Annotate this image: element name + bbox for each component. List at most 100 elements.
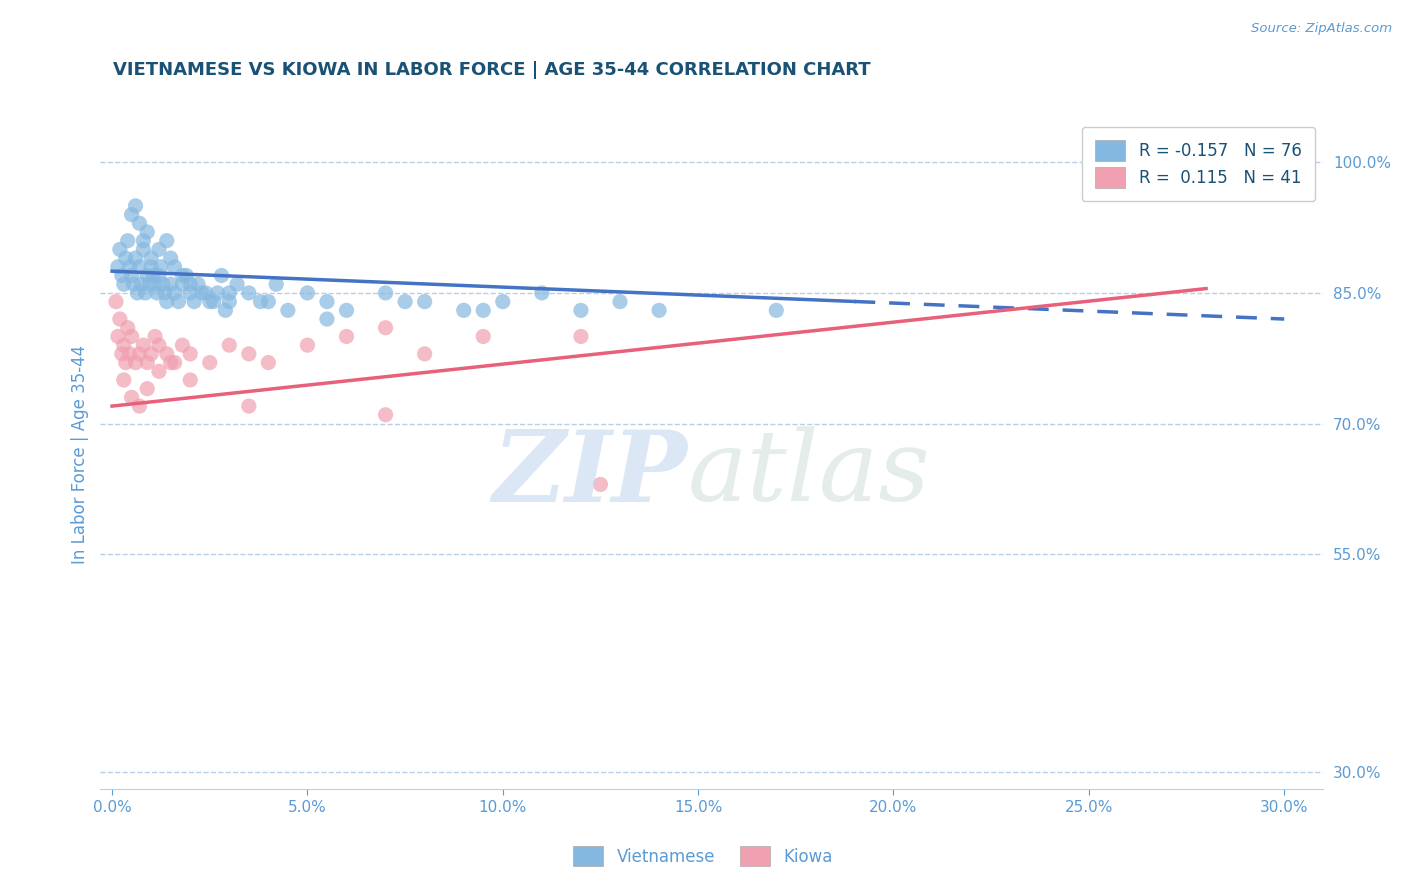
Point xyxy=(257,355,280,369)
Point xyxy=(374,320,396,334)
Point xyxy=(156,347,179,361)
Point xyxy=(146,285,169,300)
Point xyxy=(111,347,134,361)
Point xyxy=(211,268,233,283)
Point xyxy=(172,268,194,283)
Point xyxy=(297,338,319,352)
Point xyxy=(139,347,162,361)
Point xyxy=(143,277,166,292)
Point xyxy=(374,408,396,422)
Point xyxy=(136,382,159,396)
Point xyxy=(107,260,129,274)
Point xyxy=(136,355,159,369)
Point xyxy=(156,234,179,248)
Text: ZIP: ZIP xyxy=(492,425,688,523)
Point xyxy=(413,347,436,361)
Point xyxy=(114,355,136,369)
Point xyxy=(198,355,221,369)
Point xyxy=(176,268,198,283)
Point xyxy=(264,277,287,292)
Point xyxy=(187,277,209,292)
Point xyxy=(124,251,146,265)
Point xyxy=(128,399,150,413)
Point xyxy=(530,285,553,300)
Point xyxy=(167,294,190,309)
Point xyxy=(172,338,194,352)
Point xyxy=(153,285,176,300)
Point xyxy=(148,268,170,283)
Point xyxy=(139,260,162,274)
Point xyxy=(163,285,186,300)
Point xyxy=(138,277,160,292)
Point xyxy=(179,277,201,292)
Point xyxy=(132,243,155,257)
Point xyxy=(148,338,170,352)
Point xyxy=(159,251,181,265)
Point xyxy=(202,294,225,309)
Point xyxy=(148,364,170,378)
Point xyxy=(156,294,179,309)
Point xyxy=(472,303,495,318)
Point xyxy=(128,347,150,361)
Point xyxy=(132,234,155,248)
Point xyxy=(589,477,612,491)
Point xyxy=(648,303,671,318)
Point xyxy=(163,355,186,369)
Point xyxy=(179,285,201,300)
Point xyxy=(257,294,280,309)
Point xyxy=(226,277,249,292)
Point xyxy=(128,216,150,230)
Point xyxy=(108,243,131,257)
Point xyxy=(121,329,143,343)
Point xyxy=(114,251,136,265)
Point xyxy=(179,347,201,361)
Point xyxy=(122,277,145,292)
Point xyxy=(142,268,165,283)
Point xyxy=(159,277,181,292)
Point xyxy=(609,294,631,309)
Point xyxy=(139,251,162,265)
Point xyxy=(136,225,159,239)
Point xyxy=(118,347,141,361)
Point xyxy=(238,347,260,361)
Point xyxy=(143,329,166,343)
Point xyxy=(394,294,416,309)
Point xyxy=(111,268,134,283)
Point xyxy=(163,260,186,274)
Point xyxy=(124,355,146,369)
Point xyxy=(117,320,139,334)
Point xyxy=(277,303,299,318)
Point xyxy=(118,260,141,274)
Legend: R = -0.157   N = 76, R =  0.115   N = 41: R = -0.157 N = 76, R = 0.115 N = 41 xyxy=(1083,128,1315,201)
Point xyxy=(159,355,181,369)
Point xyxy=(249,294,271,309)
Point xyxy=(207,285,229,300)
Point xyxy=(121,391,143,405)
Point xyxy=(132,338,155,352)
Point xyxy=(316,294,339,309)
Point xyxy=(117,234,139,248)
Point xyxy=(108,312,131,326)
Point xyxy=(136,268,159,283)
Point xyxy=(198,294,221,309)
Point xyxy=(453,303,475,318)
Point xyxy=(172,277,194,292)
Point xyxy=(107,329,129,343)
Point xyxy=(104,294,127,309)
Point xyxy=(214,303,236,318)
Legend: Vietnamese, Kiowa: Vietnamese, Kiowa xyxy=(565,838,841,875)
Point xyxy=(238,285,260,300)
Point xyxy=(218,338,240,352)
Point xyxy=(179,373,201,387)
Point xyxy=(149,260,172,274)
Point xyxy=(112,373,135,387)
Point xyxy=(472,329,495,343)
Point xyxy=(131,277,153,292)
Point xyxy=(335,303,357,318)
Point xyxy=(124,199,146,213)
Point xyxy=(191,285,214,300)
Point xyxy=(148,243,170,257)
Point xyxy=(335,329,357,343)
Point xyxy=(194,285,217,300)
Text: atlas: atlas xyxy=(688,426,931,522)
